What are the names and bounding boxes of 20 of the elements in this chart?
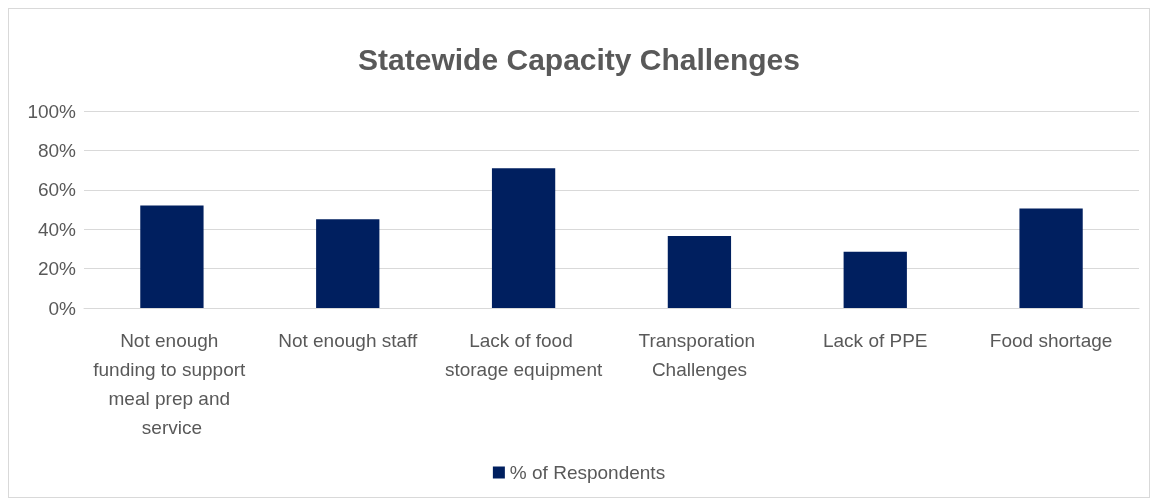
- bar: [316, 219, 380, 308]
- bar: [140, 205, 204, 308]
- x-tick-label: Food shortage: [989, 330, 1113, 351]
- x-tick-label: Transporation Challenges: [638, 330, 761, 380]
- y-tick-label: 40%: [37, 218, 77, 240]
- bar: [491, 168, 556, 308]
- legend-label: % of Respondents: [509, 462, 666, 483]
- y-tick-label: 20%: [37, 258, 77, 280]
- x-tick-label: Not enough staff: [278, 330, 419, 351]
- bar: [1019, 208, 1083, 308]
- y-tick-label: 0%: [48, 297, 77, 319]
- bar: [843, 251, 907, 308]
- x-tick-label: Lack of food storage equipment: [444, 330, 603, 380]
- y-tick-label: 100%: [27, 100, 77, 122]
- x-tick-label: Lack of PPE: [822, 330, 928, 351]
- y-tick-label: 80%: [37, 139, 77, 161]
- chart-title: Statewide Capacity Challenges: [358, 42, 800, 76]
- x-tick-label: Not enough funding to support meal prep and service: [93, 330, 251, 438]
- y-tick-label: 60%: [37, 179, 77, 201]
- bar: [667, 236, 732, 308]
